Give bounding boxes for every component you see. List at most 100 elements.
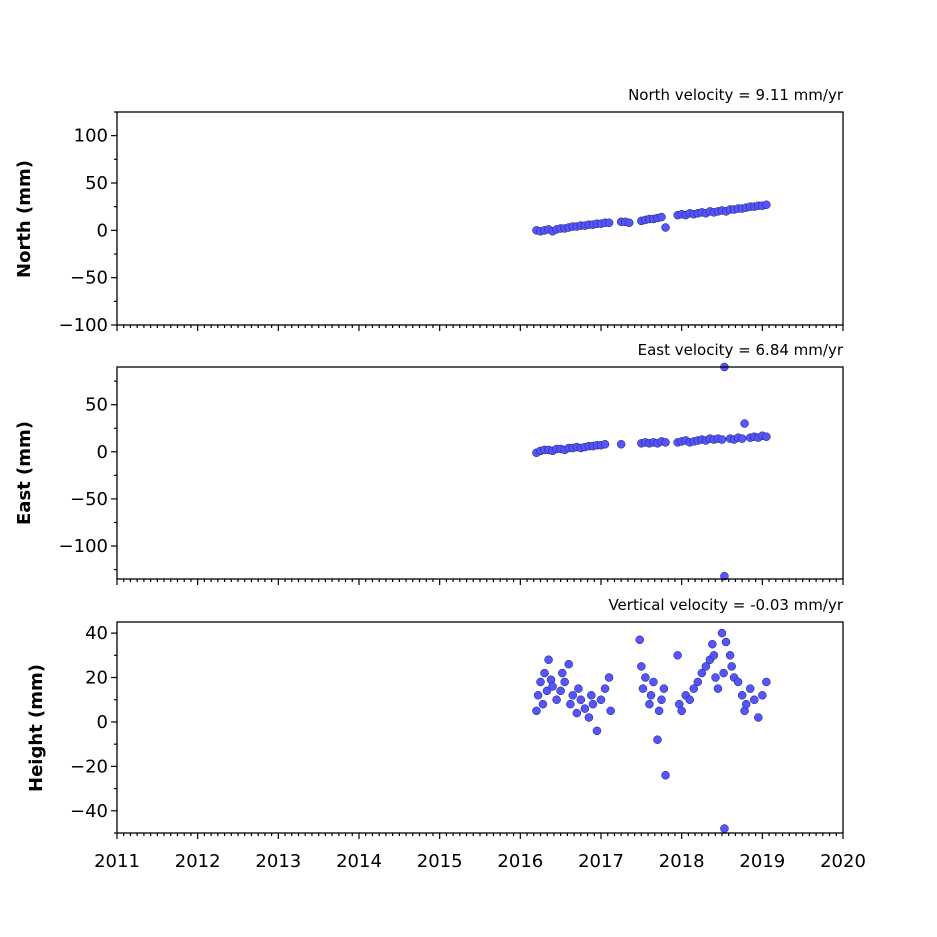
height-data-point bbox=[576, 695, 586, 704]
height-data-point bbox=[587, 691, 596, 700]
height-ylabel: Height (mm) bbox=[26, 664, 47, 792]
height-data-point bbox=[604, 673, 614, 682]
height-data-point bbox=[641, 673, 650, 682]
east-data-point bbox=[661, 438, 670, 447]
east-axes-frame bbox=[116, 366, 844, 580]
year-tick-label: 2018 bbox=[659, 851, 705, 872]
east-data-point bbox=[717, 435, 727, 444]
height-data-point bbox=[685, 695, 694, 704]
east-data-point bbox=[740, 419, 749, 428]
height-ytick-label: 40 bbox=[85, 623, 108, 644]
height-data-point bbox=[741, 699, 751, 709]
north-panel: North velocity = 9.11 mm/yr North (mm) 1… bbox=[14, 86, 844, 336]
height-data-point bbox=[657, 695, 666, 704]
height-data-point bbox=[713, 684, 723, 693]
height-data-point bbox=[653, 735, 662, 744]
height-data-point bbox=[727, 662, 736, 671]
height-data-point bbox=[638, 684, 648, 693]
height-points bbox=[532, 628, 771, 833]
height-data-point bbox=[721, 637, 731, 647]
height-data-point bbox=[758, 691, 767, 700]
east-ylabel: East (mm) bbox=[14, 421, 35, 525]
height-data-point bbox=[542, 686, 552, 696]
height-data-point bbox=[552, 695, 561, 704]
north-ytick-label: 50 bbox=[85, 173, 108, 194]
height-data-point bbox=[596, 695, 606, 704]
height-data-point bbox=[600, 684, 610, 693]
north-data-point bbox=[661, 223, 670, 232]
year-tick-label: 2012 bbox=[175, 851, 221, 872]
height-axes-frame bbox=[116, 621, 844, 834]
east-yticks: 50 0 −50 −100 bbox=[59, 380, 117, 571]
height-data-point bbox=[556, 686, 565, 696]
north-data-point bbox=[657, 212, 666, 222]
east-xticks bbox=[116, 579, 844, 585]
height-data-point bbox=[574, 684, 583, 693]
height-data-point bbox=[717, 628, 727, 638]
height-data-point bbox=[754, 713, 763, 722]
height-data-point bbox=[606, 706, 615, 716]
north-data-point bbox=[604, 218, 614, 228]
height-ytick-label: 20 bbox=[85, 668, 108, 689]
height-data-point bbox=[538, 699, 548, 709]
east-data-point bbox=[720, 571, 729, 581]
height-data-point bbox=[697, 668, 707, 678]
height-data-point bbox=[544, 655, 553, 665]
north-data-point bbox=[624, 218, 634, 228]
height-data-point bbox=[588, 699, 598, 709]
east-data-point bbox=[600, 440, 610, 449]
height-data-point bbox=[532, 706, 541, 716]
year-tick-label: 2016 bbox=[497, 851, 543, 872]
height-data-point bbox=[548, 682, 557, 691]
height-data-point bbox=[635, 635, 644, 645]
east-data-point bbox=[616, 440, 626, 449]
height-data-point bbox=[592, 726, 602, 736]
vertical-velocity-title: Vertical velocity = -0.03 mm/yr bbox=[608, 596, 843, 614]
height-data-point bbox=[649, 677, 658, 687]
east-ytick-label: 50 bbox=[85, 395, 108, 416]
height-data-point bbox=[737, 691, 747, 700]
north-velocity-title: North velocity = 9.11 mm/yr bbox=[628, 86, 844, 104]
year-tick-label: 2015 bbox=[417, 851, 463, 872]
north-yticks: 100 50 0 −50 −100 bbox=[59, 111, 117, 336]
height-yticks: 40 20 0 −20 −40 bbox=[70, 623, 117, 834]
east-data-point bbox=[737, 434, 747, 443]
height-data-point bbox=[719, 668, 728, 678]
north-data-point bbox=[762, 200, 771, 210]
height-data-point bbox=[654, 706, 664, 716]
year-tick-label: 2013 bbox=[255, 851, 301, 872]
year-tick-label: 2011 bbox=[94, 851, 140, 872]
height-data-point bbox=[659, 684, 669, 693]
height-data-point bbox=[584, 713, 594, 722]
north-ytick-label: 0 bbox=[97, 220, 108, 241]
height-data-point bbox=[566, 699, 575, 709]
height-data-point bbox=[558, 668, 567, 678]
height-data-point bbox=[711, 673, 720, 682]
height-data-point bbox=[750, 695, 759, 704]
east-ytick-label: 0 bbox=[97, 442, 108, 463]
height-data-point bbox=[661, 771, 670, 780]
height-data-point bbox=[580, 704, 590, 713]
year-tick-label: 2014 bbox=[336, 851, 382, 872]
height-data-point bbox=[701, 662, 711, 671]
height-data-point bbox=[673, 651, 682, 660]
height-data-point bbox=[560, 677, 569, 687]
year-tick-labels: 2011 2012 2013 2014 2015 2016 2017 2018 2019 2020 bbox=[94, 851, 866, 872]
north-ytick-label: −100 bbox=[59, 315, 108, 336]
height-data-point bbox=[564, 659, 573, 669]
east-data-point bbox=[762, 432, 771, 441]
year-tick-label: 2019 bbox=[739, 851, 785, 872]
north-ytick-label: 100 bbox=[74, 126, 108, 147]
height-data-point bbox=[645, 699, 654, 709]
height-data-point bbox=[637, 662, 646, 671]
east-ytick-label: −50 bbox=[70, 489, 108, 510]
height-data-point bbox=[540, 668, 549, 678]
height-data-point bbox=[725, 651, 735, 660]
year-tick-label: 2020 bbox=[820, 851, 866, 872]
height-data-point bbox=[568, 691, 578, 700]
height-panel: Vertical velocity = -0.03 mm/yr Height (… bbox=[26, 596, 866, 872]
height-data-point bbox=[693, 677, 703, 687]
height-data-point bbox=[745, 684, 755, 693]
east-velocity-title: East velocity = 6.84 mm/yr bbox=[638, 341, 844, 359]
